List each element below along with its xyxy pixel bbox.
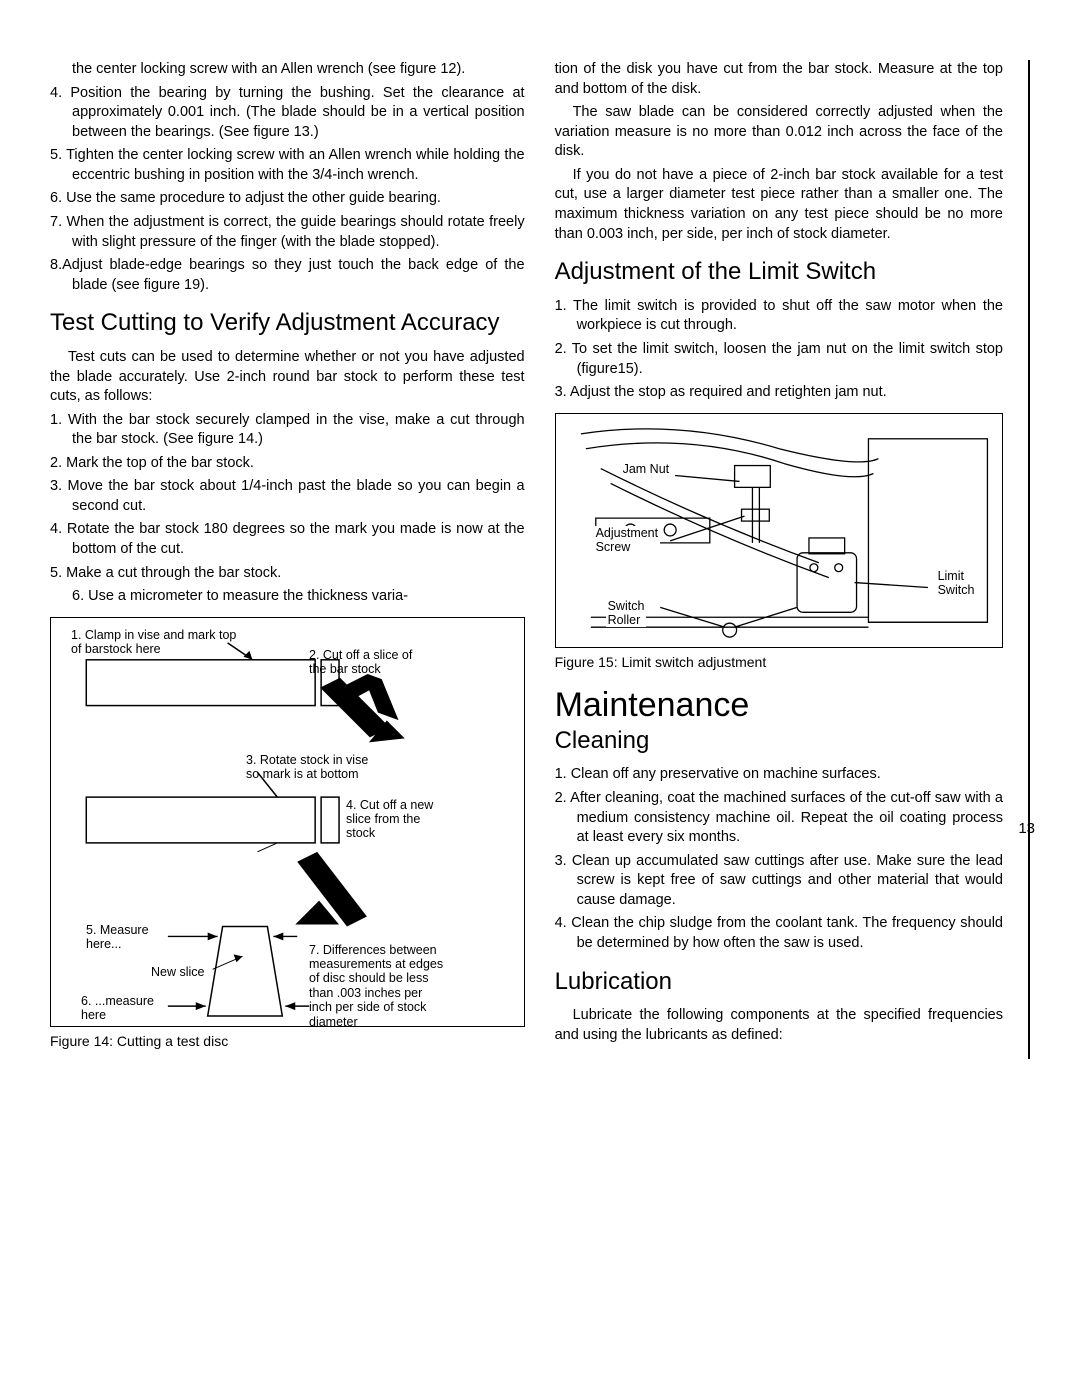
steps-bearing-adjust: the center locking screw with an Allen w… bbox=[50, 60, 525, 295]
steps-test-cut: 1. With the bar stock securely clamped i… bbox=[50, 411, 525, 607]
limit-step-3: 3. Adjust the stop as required and retig… bbox=[555, 383, 1003, 403]
testcut-intro: Test cuts can be used to determine wheth… bbox=[50, 348, 525, 407]
right-cont-1: tion of the disk you have cut from the b… bbox=[555, 60, 1003, 99]
right-column: tion of the disk you have cut from the b… bbox=[555, 60, 1030, 1059]
step-cont: the center locking screw with an Allen w… bbox=[50, 60, 525, 80]
figure-14-svg bbox=[51, 618, 524, 1026]
heading-maintenance: Maintenance bbox=[555, 686, 1003, 725]
heading-cleaning: Cleaning bbox=[555, 727, 1003, 756]
figure-14-caption: Figure 14: Cutting a test disc bbox=[50, 1033, 525, 1049]
figure-14: 1. Clamp in vise and mark top of barstoc… bbox=[50, 617, 525, 1027]
fig14-label-7: 7. Differences between measurements at e… bbox=[309, 943, 443, 1029]
page-number: 13 bbox=[1018, 820, 1035, 837]
right-p3: If you do not have a piece of 2-inch bar… bbox=[555, 166, 1003, 244]
fig14-label-3: 3. Rotate stock in vise so mark is at bo… bbox=[246, 753, 368, 782]
fig15-label-adj: Adjustment Screw bbox=[594, 526, 661, 555]
right-p2: The saw blade can be considered correctl… bbox=[555, 103, 1003, 162]
step-6: 6. Use the same procedure to adjust the … bbox=[50, 189, 525, 209]
clean-step-3: 3. Clean up accumulated saw cuttings aft… bbox=[555, 852, 1003, 911]
tc-step-3: 3. Move the bar stock about 1/4-inch pas… bbox=[50, 477, 525, 516]
clean-step-1: 1. Clean off any preservative on machine… bbox=[555, 765, 1003, 785]
heading-lubrication: Lubrication bbox=[555, 968, 1003, 997]
step-5: 5. Tighten the center locking screw with… bbox=[50, 146, 525, 185]
tc-step-4: 4. Rotate the bar stock 180 degrees so t… bbox=[50, 520, 525, 559]
limit-step-1: 1. The limit switch is provided to shut … bbox=[555, 297, 1003, 336]
fig14-label-4: 4. Cut off a new slice from the stock bbox=[346, 798, 433, 841]
steps-cleaning: 1. Clean off any preservative on machine… bbox=[555, 765, 1003, 953]
fig14-label-1: 1. Clamp in vise and mark top of barstoc… bbox=[71, 628, 236, 657]
left-column: the center locking screw with an Allen w… bbox=[50, 60, 525, 1059]
step-4: 4. Position the bearing by turning the b… bbox=[50, 84, 525, 143]
figure-15-caption: Figure 15: Limit switch adjustment bbox=[555, 654, 1003, 670]
page-container: the center locking screw with an Allen w… bbox=[50, 60, 1030, 1059]
clean-step-4: 4. Clean the chip sludge from the coolan… bbox=[555, 914, 1003, 953]
tc-step-1: 1. With the bar stock securely clamped i… bbox=[50, 411, 525, 450]
figure-15: Jam Nut Adjustment Screw Switch Roller L… bbox=[555, 413, 1003, 648]
step-7: 7. When the adjustment is correct, the g… bbox=[50, 213, 525, 252]
fig14-label-6: 6. ...measure here bbox=[81, 994, 154, 1023]
tc-step-5: 5. Make a cut through the bar stock. bbox=[50, 564, 525, 584]
heading-test-cutting: Test Cutting to Verify Adjustment Accura… bbox=[50, 309, 525, 338]
tc-step-6: 6. Use a micrometer to measure the thick… bbox=[50, 587, 525, 607]
fig15-label-roller: Switch Roller bbox=[606, 599, 647, 628]
step-8: 8.Adjust blade-edge bearings so they jus… bbox=[50, 256, 525, 295]
lubrication-p: Lubricate the following components at th… bbox=[555, 1006, 1003, 1045]
fig15-label-jam: Jam Nut bbox=[621, 462, 672, 476]
clean-step-2: 2. After cleaning, coat the machined sur… bbox=[555, 789, 1003, 848]
limit-step-2: 2. To set the limit switch, loosen the j… bbox=[555, 340, 1003, 379]
heading-limit-switch: Adjustment of the Limit Switch bbox=[555, 258, 1003, 287]
fig14-label-5: 5. Measure here... bbox=[86, 923, 149, 952]
fig14-label-2: 2. Cut off a slice of the bar stock bbox=[309, 648, 412, 677]
fig14-label-newslice: New slice bbox=[151, 965, 205, 979]
steps-limit: 1. The limit switch is provided to shut … bbox=[555, 297, 1003, 403]
tc-step-2: 2. Mark the top of the bar stock. bbox=[50, 454, 525, 474]
fig15-label-switch: Limit Switch bbox=[936, 569, 977, 598]
